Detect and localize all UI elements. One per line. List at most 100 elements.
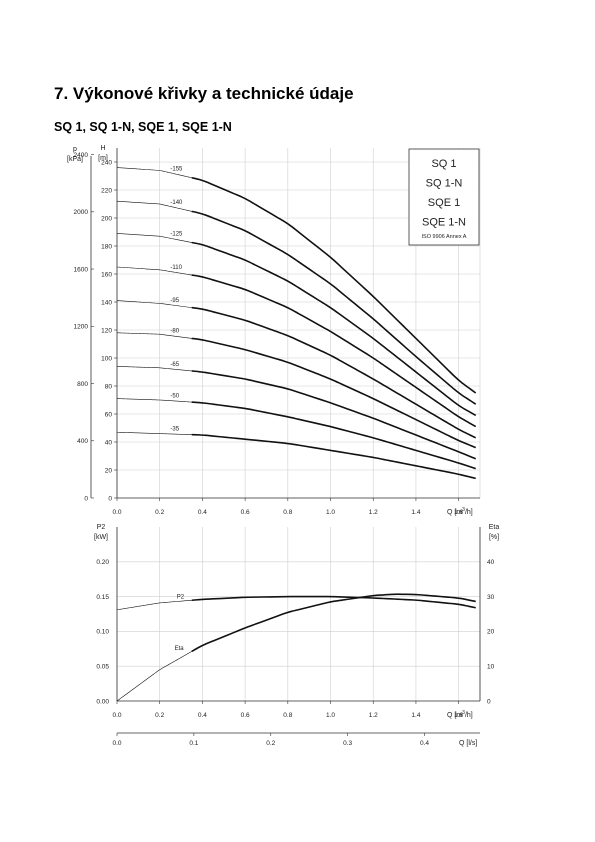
head-x-tick-label: 1.0	[326, 509, 335, 516]
head-curve-label: -35	[170, 427, 179, 433]
p2-tick-label: 0.15	[96, 594, 109, 601]
head-curve-thin	[116, 233, 194, 244]
chart-subtitle: SQ 1, SQ 1-N, SQE 1, SQE 1-N	[54, 120, 232, 134]
head-curve	[191, 241, 477, 417]
pressure-tick-label: 0	[84, 495, 88, 502]
pressure-tick-label: 1600	[74, 266, 89, 273]
p2-x-tick-label: 1.2	[369, 712, 378, 719]
head-curve-thin	[116, 332, 194, 339]
head-curve	[191, 370, 477, 460]
p2-x-tick-label: 0.8	[283, 712, 292, 719]
model-legend-entry: SQ 1	[431, 158, 456, 170]
head-curve-thin	[116, 167, 194, 179]
pressure-tick-label: 2000	[74, 209, 89, 216]
head-x-tick-label: 0.4	[198, 509, 207, 516]
head-curve-thin	[116, 366, 194, 372]
flow-ls-tick-label: 0.2	[266, 740, 275, 747]
head-curve	[191, 306, 477, 439]
eta-curve	[191, 593, 476, 653]
p2-tick-label: 0.00	[96, 698, 109, 705]
head-x-tick-label: 0.6	[241, 509, 250, 516]
head-curve-label: -140	[170, 200, 183, 206]
eta-curve-thin	[116, 649, 195, 702]
head-curve-label: -155	[170, 166, 183, 172]
p2-x-tick-label: 1.6	[454, 712, 463, 719]
head-x-tick-label: 0.2	[155, 509, 164, 516]
head-curve-thin	[116, 266, 194, 276]
head-tick-label-h: 20	[105, 467, 113, 474]
flow-ls-tick-label: 0.1	[189, 740, 198, 747]
p2-x-tick-label: 0.0	[112, 712, 121, 719]
p2-curve	[191, 595, 476, 609]
head-tick-label-h: 100	[101, 355, 112, 362]
pressure-tick-label: 400	[77, 438, 88, 445]
head-curve	[191, 210, 477, 405]
p2-tick-label: 0.20	[96, 559, 109, 566]
head-curve-label: -95	[170, 298, 179, 304]
head-tick-label-h: 120	[101, 327, 112, 334]
head-curve-label: -125	[170, 232, 183, 238]
model-legend-entry: SQE 1	[428, 197, 460, 209]
head-curve-label: -80	[170, 329, 179, 335]
head-axis-title-h: H	[100, 145, 105, 152]
pressure-tick-label: 1200	[74, 324, 89, 331]
model-legend-entry: SQE 1-N	[422, 217, 466, 229]
p2-x-tick-label: 1.0	[326, 712, 335, 719]
head-tick-label-h: 60	[105, 411, 113, 418]
flow-ls-tick-label: 0.4	[420, 740, 429, 747]
eta-axis-title-unit: [%]	[489, 534, 499, 541]
pressure-axis-title-unit: [kPa]	[67, 156, 83, 163]
eta-curve-label: Eta	[175, 646, 185, 652]
head-tick-label-h: 160	[101, 271, 112, 278]
head-tick-label-h: 220	[101, 187, 112, 194]
eta-tick-label: 30	[487, 594, 495, 601]
eta-tick-label: 40	[487, 559, 495, 566]
head-axis-title-h-unit: [m]	[98, 155, 108, 162]
head-x-axis-title: Q [m3/h]	[447, 507, 473, 516]
power-efficiency-chart: 0.00 0.05 0.10 0.15 0.20 P2 [kW] 0 10 20 30 40 Eta [%…	[94, 524, 499, 719]
head-tick-label-h: 80	[105, 383, 113, 390]
flow-ls-axis-title: Q [l/s]	[459, 740, 477, 747]
pressure-axis-title: p	[73, 146, 77, 153]
head-curve	[191, 401, 476, 470]
head-tick-label-h: 200	[101, 215, 112, 222]
p2-curve-thin	[116, 599, 194, 611]
head-curve-label: -110	[170, 265, 182, 271]
p2-x-tick-label: 0.4	[198, 712, 207, 719]
head-tick-label-h: 240	[101, 159, 112, 166]
head-x-tick-label: 1.2	[369, 509, 378, 516]
head-curve-thin	[116, 300, 194, 309]
head-curve-label: -65	[170, 362, 179, 368]
p2-tick-label: 0.05	[96, 664, 109, 671]
eta-tick-label: 0	[487, 698, 491, 705]
section-title: 7. Výkonové křivky a technické údaje	[54, 84, 354, 103]
pressure-tick-label: 800	[77, 381, 88, 388]
head-curve-label: -50	[170, 393, 179, 399]
head-x-tick-label: 1.4	[411, 509, 420, 516]
head-curve-thin	[116, 431, 194, 436]
head-chart: 0 20 40 60 80 100 120 140 160 180 200 220 240 H [m] 0 40…	[67, 145, 481, 516]
head-curve	[191, 176, 477, 394]
flow-ls-axis: 0.0 0.1 0.2 0.3 0.4 Q [l/s]	[112, 732, 480, 747]
eta-axis-title: Eta	[489, 524, 500, 531]
model-legend-box	[408, 148, 480, 246]
p2-axis-title: P2	[97, 524, 106, 531]
head-curve-thin	[116, 398, 194, 403]
p2-curve-label: P2	[177, 595, 185, 601]
head-curve	[191, 433, 476, 480]
p2-tick-label: 0.10	[96, 629, 109, 636]
head-curve	[191, 274, 477, 428]
head-tick-label-h: 40	[105, 439, 113, 446]
eta-tick-label: 10	[487, 664, 495, 671]
head-x-tick-label: 0.8	[283, 509, 292, 516]
p2-x-tick-label: 1.4	[411, 712, 420, 719]
eta-tick-label: 20	[487, 629, 495, 636]
head-tick-label-h: 140	[101, 299, 112, 306]
head-curve-thin	[116, 200, 194, 213]
flow-ls-tick-label: 0.3	[343, 740, 352, 747]
model-legend-entry: SQ 1-N	[426, 178, 463, 190]
head-tick-label-h: 0	[108, 495, 112, 502]
head-x-tick-label: 0.0	[112, 509, 121, 516]
pressure-tick-label: 2400	[74, 152, 89, 159]
